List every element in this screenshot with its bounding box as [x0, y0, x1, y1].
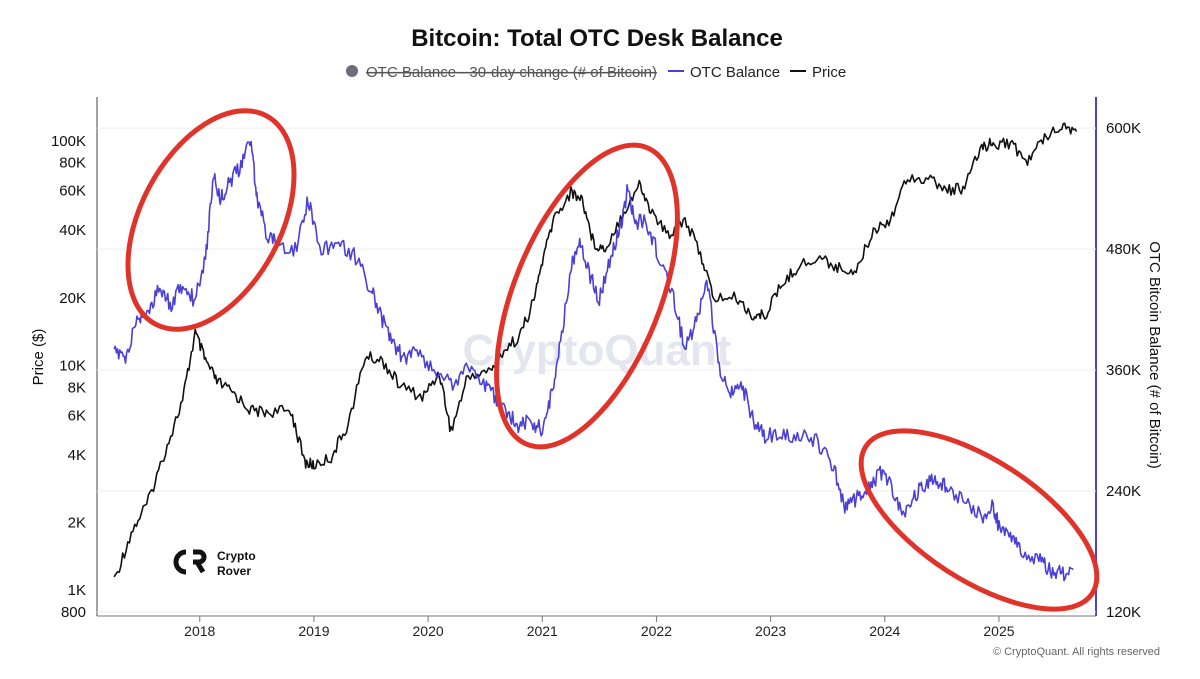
- y-left-tick-label: 8K: [68, 379, 86, 396]
- highlight-ellipse-2024: [858, 428, 1100, 612]
- y-left-tick-label: 60K: [59, 183, 86, 200]
- y-left-tick-label: 10K: [59, 358, 86, 375]
- highlight-ellipse-2021: [494, 142, 680, 450]
- y-left-tick-label: 100K: [51, 133, 86, 150]
- y-left-tick-label: 2K: [68, 515, 86, 532]
- series-line-otc-balance: [113, 140, 1074, 582]
- x-tick-label: 2025: [983, 623, 1014, 639]
- legend-label-otc-balance: OTC Balance: [690, 64, 780, 81]
- series-line-price: [113, 122, 1078, 578]
- y-left-tick-label: 80K: [59, 155, 86, 172]
- chart-title: Bitcoin: Total OTC Desk Balance: [411, 25, 783, 52]
- annotations: [125, 108, 1100, 612]
- y-right-tick-label: 120K: [1106, 604, 1141, 621]
- legend-item-otc-balance[interactable]: OTC Balance: [668, 64, 780, 81]
- y-left-tick-label: 4K: [68, 447, 86, 464]
- x-tick-label: 2022: [641, 623, 672, 639]
- legend-item-price[interactable]: Price: [790, 64, 846, 81]
- highlight-ellipse-2018: [125, 108, 297, 332]
- legend-dot-icon: [346, 65, 358, 77]
- legend-item-otc-change[interactable]: OTC Balance - 30-day change (# of Bitcoi…: [346, 64, 657, 81]
- y-left-tick-label: 6K: [68, 407, 86, 424]
- y-right-tick-label: 240K: [1106, 483, 1141, 500]
- y-left-tick-label: 20K: [59, 290, 86, 307]
- x-tick-label: 2021: [527, 623, 558, 639]
- legend-label-price: Price: [812, 64, 846, 81]
- logo-c-icon: [173, 549, 187, 575]
- y-right-tick-label: 600K: [1106, 120, 1141, 137]
- y-left-tick-label: 1K: [68, 582, 86, 599]
- y-right-tick-label: 480K: [1106, 241, 1141, 258]
- crypto-rover-logo: Crypto Rover: [173, 549, 256, 578]
- series-layer: [113, 122, 1078, 582]
- x-tick-label: 2024: [869, 623, 900, 639]
- legend-label-otc-change: OTC Balance - 30-day change (# of Bitcoi…: [366, 64, 657, 81]
- y-right-tick-label: 360K: [1106, 362, 1141, 379]
- y-left-tick-label: 800: [61, 604, 86, 621]
- logo-line1: Crypto: [217, 549, 256, 563]
- y-left-tick-label: 40K: [59, 222, 86, 239]
- x-tick-label: 2023: [755, 623, 786, 639]
- y-axis-right-label: OTC Bitcoin Balance (# of Bitcoin): [1146, 241, 1163, 469]
- x-tick-label: 2019: [298, 623, 329, 639]
- ticks-layer: 600K 480K 360K 240K 120K 100K 80K 60K 40K 20K 10K 8…: [51, 120, 1141, 639]
- copyright: © CryptoQuant. All rights reserved: [993, 646, 1160, 658]
- logo-line2: Rover: [217, 564, 251, 578]
- x-tick-label: 2020: [413, 623, 444, 639]
- y-axis-left-label: Price ($): [30, 329, 47, 386]
- legend: OTC Balance - 30-day change (# of Bitcoi…: [346, 64, 846, 81]
- logo-r-icon: [193, 549, 207, 574]
- x-tick-label: 2018: [184, 623, 215, 639]
